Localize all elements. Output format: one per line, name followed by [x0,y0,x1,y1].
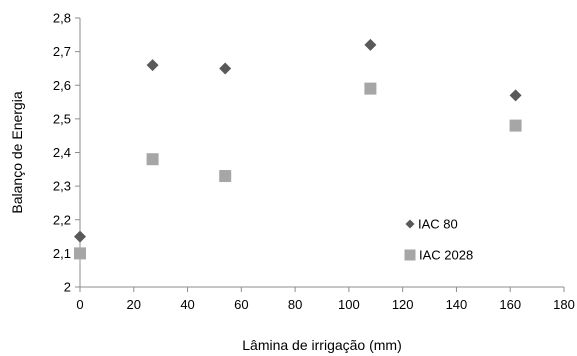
data-point-iac-2028 [74,247,86,260]
legend-marker-iac-2028 [404,249,416,261]
y-tick-label: 2,4 [53,145,71,160]
y-tick-label: 2,6 [53,78,71,93]
x-tick-label: 20 [127,297,141,312]
y-ticks: 2 2,1 2,2 2,3 2,4 2,5 2,6 2,7 2,8 [53,11,80,295]
legend-label: IAC 80 [418,217,458,232]
x-tick-label: 80 [288,297,302,312]
axes [79,18,564,288]
y-tick-label: 2,1 [53,246,71,261]
data-points [74,38,522,260]
data-point-iac-80 [219,62,232,75]
x-tick-label: 100 [338,297,360,312]
x-tick-label: 120 [392,297,414,312]
y-axis-title: Balanço de Energia [9,91,25,213]
x-tick-label: 160 [499,297,521,312]
data-point-iac-80 [74,230,86,243]
data-point-iac-2028 [146,153,159,166]
data-point-iac-2028 [364,82,377,95]
data-point-iac-80 [364,38,377,51]
legend-label: IAC 2028 [419,248,473,263]
y-tick-label: 2,5 [53,111,71,126]
y-tick-label: 2,2 [53,212,71,227]
y-tick-label: 2 [64,280,71,295]
x-tick-label: 140 [446,297,468,312]
x-tick-label: 60 [234,297,248,312]
data-point-iac-2028 [219,170,232,183]
data-point-iac-80 [146,59,159,72]
x-tick-label: 40 [180,297,194,312]
x-tick-label: 0 [76,297,83,312]
y-tick-label: 2,8 [53,11,71,26]
data-point-iac-80 [509,89,522,102]
y-tick-label: 2,7 [53,44,71,59]
y-tick-label: 2,3 [53,179,71,194]
legend-marker-iac-80 [405,219,415,229]
x-axis-title: Lâmina de irrigação (mm) [242,337,402,353]
x-tick-label: 180 [553,297,575,312]
legend: IAC 80 IAC 2028 [404,217,473,263]
x-ticks: 0 20 40 60 80 100 120 140 160 180 [76,287,575,312]
data-point-iac-2028 [509,119,522,132]
